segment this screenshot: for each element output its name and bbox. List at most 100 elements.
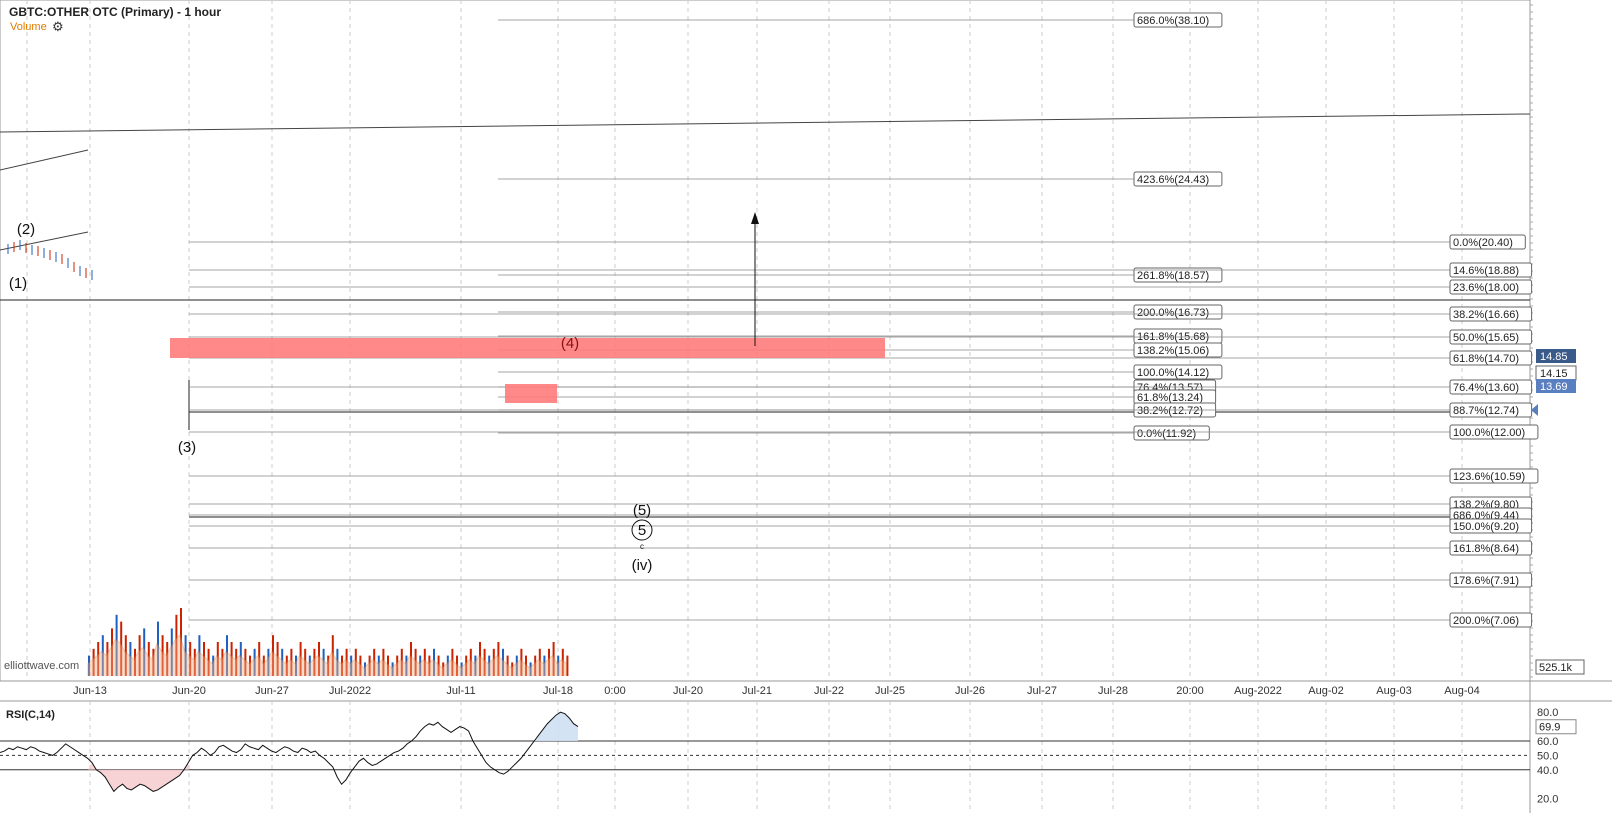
y-tick-label: 8.00 xyxy=(1537,0,1558,3)
volume-bar xyxy=(331,635,334,676)
volume-bar xyxy=(120,621,123,676)
fib-label-box xyxy=(1449,329,1533,345)
fib-label-left: 38.2%(12.72) xyxy=(1137,405,1203,417)
volume-bar xyxy=(419,655,422,676)
x-tick-label: Aug-03 xyxy=(1376,685,1411,697)
volume-bar xyxy=(88,655,90,676)
trend-line xyxy=(0,113,1531,133)
fib-label-box xyxy=(1449,612,1533,628)
volume-label[interactable]: Volume xyxy=(10,21,47,33)
volume-bar xyxy=(221,648,224,676)
gear-icon[interactable]: ⚙ xyxy=(52,20,64,35)
volume-bar xyxy=(272,635,274,676)
volume-bar xyxy=(405,655,408,676)
volume-bar xyxy=(267,648,270,676)
volume-bar xyxy=(364,662,366,676)
x-tick-label: Jul-2022 xyxy=(329,685,371,697)
fib-label-box xyxy=(1449,572,1533,588)
volume-bar xyxy=(538,648,541,676)
wave-label: (2) xyxy=(17,221,35,238)
volume-bar xyxy=(336,648,339,676)
volume-bar xyxy=(322,648,325,676)
fib-label-box xyxy=(1133,364,1223,380)
volume-bar xyxy=(281,648,284,676)
volume-bar xyxy=(382,648,385,676)
fib-label-box xyxy=(1449,540,1533,556)
fib-label-box xyxy=(1449,350,1533,366)
fib-label-box xyxy=(1449,518,1533,534)
volume-bar xyxy=(428,655,431,676)
volume-bar xyxy=(345,648,348,676)
x-tick-label: Jul-18 xyxy=(543,685,573,697)
volume-bar xyxy=(359,655,362,676)
fib-label-right: 161.8%(8.64) xyxy=(1453,543,1519,555)
price-badge-label: 14.15 xyxy=(1540,368,1568,380)
volume-bar xyxy=(534,655,537,676)
rsi-line xyxy=(0,711,579,793)
fib-label-right: 76.4%(13.60) xyxy=(1453,382,1519,394)
wave-label: c xyxy=(640,542,644,551)
fib-label-box xyxy=(1449,379,1533,395)
x-tick-label: Aug-2022 xyxy=(1234,685,1282,697)
volume-bar xyxy=(557,655,560,676)
watermark: elliottwave.com xyxy=(4,660,80,672)
volume-bar xyxy=(552,642,555,676)
fib-label-right: 123.6%(10.59) xyxy=(1453,471,1525,483)
x-tick-label: Jul-20 xyxy=(673,685,703,697)
price-badge xyxy=(1536,379,1576,393)
wave-label: 5 xyxy=(638,522,646,539)
volume-bar xyxy=(207,648,210,676)
volume-bar xyxy=(410,642,412,676)
x-tick-label: Aug-04 xyxy=(1444,685,1479,697)
volume-bar xyxy=(506,655,509,676)
wave-label: (3) xyxy=(178,439,196,456)
volume-bar xyxy=(525,655,527,676)
fib-label-right: 61.8%(14.70) xyxy=(1453,353,1519,365)
fib-label-box xyxy=(1449,424,1539,440)
x-tick-label: Jul-26 xyxy=(955,685,985,697)
volume-bar xyxy=(561,648,564,676)
x-tick-label: Jun-27 xyxy=(255,685,289,697)
fib-label-box xyxy=(1133,342,1223,358)
trend-line xyxy=(0,231,89,251)
volume-bar xyxy=(198,635,201,676)
volume-bar xyxy=(285,655,288,676)
chart-title: GBTC:OTHER OTC (Primary) - 1 hour xyxy=(9,5,222,19)
fib-label-box xyxy=(1133,12,1223,28)
volume-bar xyxy=(249,655,251,676)
volume-bar xyxy=(414,648,417,676)
volume-bar xyxy=(456,655,458,676)
x-tick-label: Jun-20 xyxy=(172,685,206,697)
price-badge-label: 14.85 xyxy=(1540,351,1568,363)
volume-bar xyxy=(235,648,238,676)
fib-label-right: 100.0%(12.00) xyxy=(1453,427,1525,439)
volume-bar xyxy=(437,655,440,676)
wave-label: (iv) xyxy=(632,557,653,574)
wave-label: (4) xyxy=(561,335,579,352)
fib-label-left: 61.8%(13.24) xyxy=(1137,392,1203,404)
volume-bar xyxy=(180,608,182,676)
x-tick-label: Aug-02 xyxy=(1308,685,1343,697)
volume-bar xyxy=(253,648,256,676)
volume-bar xyxy=(511,662,514,676)
volume-bar xyxy=(299,642,302,676)
volume-bar xyxy=(262,655,265,676)
fib-label-right: 38.2%(16.66) xyxy=(1453,309,1519,321)
volume-badge: 525.1k xyxy=(1539,662,1573,674)
volume-ma-area xyxy=(87,634,567,676)
price-badge xyxy=(1536,349,1576,363)
volume-bar xyxy=(465,655,468,676)
volume-bar xyxy=(129,642,132,676)
fib-label-box xyxy=(1449,279,1533,295)
volume-bar xyxy=(451,648,454,676)
volume-bar xyxy=(193,648,196,676)
volume-bar xyxy=(184,635,187,676)
volume-bar xyxy=(377,655,380,676)
fib-label-left: 423.6%(24.43) xyxy=(1137,174,1209,186)
volume-bar xyxy=(106,642,109,676)
volume-bar xyxy=(520,648,523,676)
volume-bar xyxy=(166,642,169,676)
volume-bar xyxy=(230,642,233,676)
volume-bar xyxy=(239,642,242,676)
volume-bar xyxy=(101,635,104,676)
